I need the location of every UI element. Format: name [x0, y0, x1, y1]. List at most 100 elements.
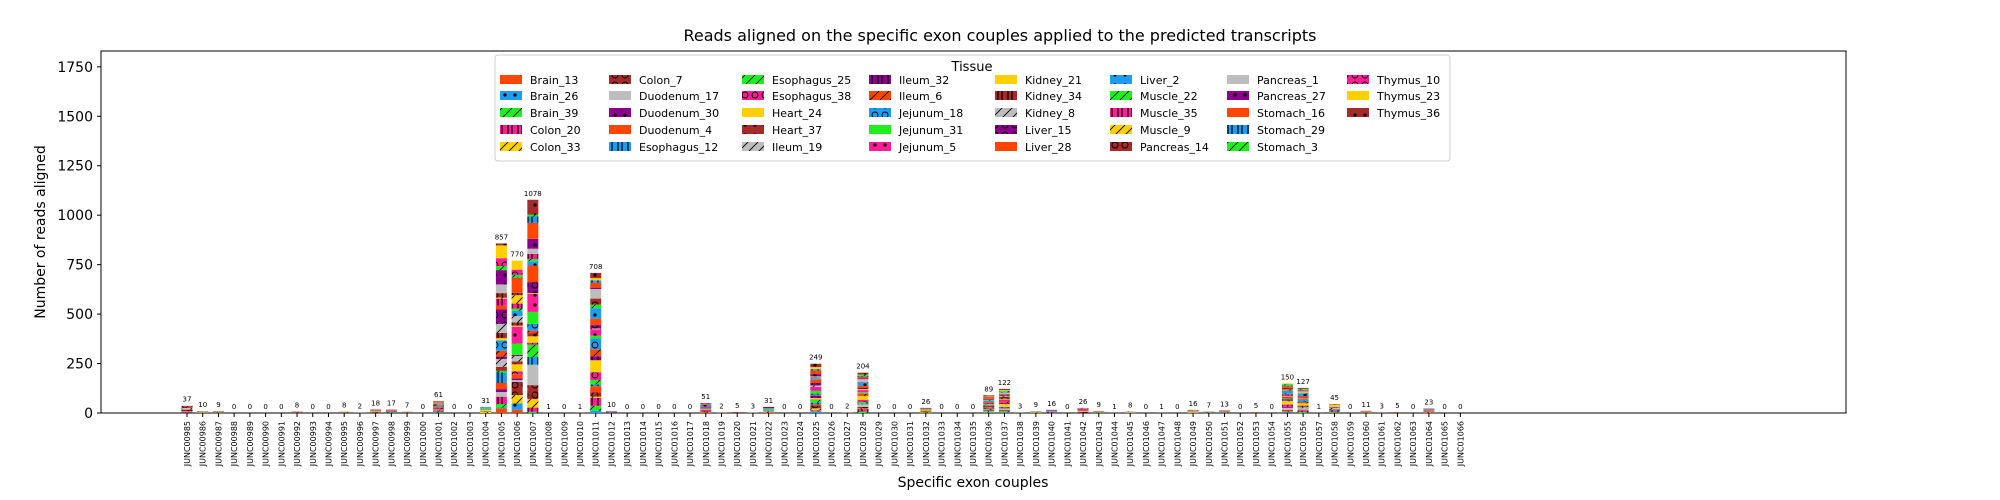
- bar-total-label: 0: [939, 403, 943, 411]
- x-tick-label: JUNC01020: [733, 421, 742, 467]
- bar-segment: [1281, 394, 1293, 396]
- bar-total-label: 122: [998, 379, 1011, 387]
- legend-swatch: [995, 91, 1017, 100]
- x-tick-label: JUNC01065: [1441, 421, 1450, 467]
- bar-total-label: 31: [481, 397, 490, 405]
- bar-total-label: 0: [892, 403, 896, 411]
- bar-segment: [480, 411, 492, 412]
- legend-entry: Colon_33: [530, 141, 581, 154]
- bar-segment: [998, 406, 1010, 408]
- bar-segment: [857, 379, 869, 383]
- bar-segment: [810, 382, 822, 386]
- bar-total-label: 127: [1296, 378, 1309, 386]
- bar-segment: [433, 403, 445, 405]
- bar-segment: [527, 199, 539, 215]
- y-axis-label: Number of reads aligned: [33, 145, 49, 319]
- bar-segment: [1297, 409, 1309, 411]
- bar-segment: [590, 278, 602, 281]
- bar-segment: [1423, 411, 1435, 412]
- bar-segment: [181, 412, 193, 413]
- bar-segment: [495, 297, 507, 299]
- bar-segment: [810, 374, 822, 377]
- legend-entry: Kidney_8: [1025, 107, 1075, 120]
- bar-total-label: 89: [984, 385, 993, 393]
- bar-segment: [998, 399, 1010, 402]
- bar-total-label: 2: [358, 403, 362, 411]
- bar-total-label: 204: [856, 363, 870, 371]
- legend-entry: Thymus_36: [1376, 107, 1440, 120]
- x-tick-label: JUNC01013: [623, 421, 632, 467]
- bar-segment: [998, 390, 1010, 391]
- bar-segment: [763, 407, 775, 409]
- bar-segment: [857, 387, 869, 390]
- bar-segment: [810, 411, 822, 413]
- bar-segment: [1297, 405, 1309, 408]
- bar-segment: [857, 402, 869, 404]
- bar-segment: [527, 411, 539, 413]
- legend-entry: Stomach_16: [1257, 107, 1325, 120]
- bar-total-label: 857: [495, 233, 508, 241]
- bar-segment: [810, 386, 822, 391]
- bar-total-label: 13: [1220, 400, 1229, 408]
- bar-segment: [983, 398, 995, 399]
- bar-total-label: 51: [701, 393, 710, 401]
- bar-total-label: 1: [1317, 403, 1321, 411]
- bar-total-label: 11: [1362, 401, 1371, 409]
- bar-segment: [511, 395, 523, 404]
- bar-segment: [495, 389, 507, 393]
- bar-segment: [983, 405, 995, 407]
- x-tick-label: JUNC01011: [592, 421, 601, 467]
- bar-total-label: 150: [1281, 373, 1294, 381]
- legend-box: [494, 54, 1451, 162]
- bar-segment: [590, 360, 602, 373]
- legend-entry: Jejunum_31: [898, 124, 963, 137]
- bar-segment: [810, 408, 822, 411]
- bar-segment: [1281, 383, 1293, 385]
- bar-segment: [527, 357, 539, 365]
- bar-segment: [920, 411, 932, 413]
- x-tick-label: JUNC01015: [655, 421, 664, 467]
- legend-entry: Ileum_32: [899, 74, 949, 87]
- bar-segment: [1281, 404, 1293, 407]
- bar-total-label: 0: [279, 403, 283, 411]
- bar-segment: [527, 344, 539, 358]
- bar-segment: [1281, 398, 1293, 400]
- x-tick-label: JUNC01017: [686, 421, 695, 467]
- bar-total-label: 0: [782, 403, 786, 411]
- legend-entry: Duodenum_17: [639, 90, 719, 103]
- x-tick-label: JUNC00998: [387, 421, 396, 467]
- bar-total-label: 0: [955, 403, 959, 411]
- bar-segment: [1297, 401, 1309, 404]
- legend-swatch: [609, 142, 631, 151]
- bar-segment: [810, 367, 822, 370]
- bar-segment: [810, 378, 822, 380]
- bar-segment: [495, 370, 507, 373]
- legend-swatch: [500, 142, 522, 151]
- bar-segment: [857, 406, 869, 409]
- bar-segment: [590, 272, 602, 279]
- bar-segment: [1281, 400, 1293, 402]
- bar-segment: [857, 372, 869, 375]
- bar-segment: [590, 349, 602, 357]
- legend-swatch: [995, 75, 1017, 84]
- bar-total-label: 1: [578, 403, 582, 411]
- bar-segment: [590, 289, 602, 299]
- bar-segment: [1297, 410, 1309, 413]
- bar-total-label: 5: [735, 402, 739, 410]
- legend-entry: Heart_24: [772, 107, 822, 120]
- bar-total-label: 0: [1269, 403, 1273, 411]
- bar-total-label: 8: [295, 401, 299, 409]
- x-tick-label: JUNC01031: [906, 421, 915, 467]
- bar-segment: [983, 404, 995, 406]
- bar-segment: [590, 318, 602, 326]
- bar-segment: [590, 386, 602, 393]
- bar-segment: [857, 396, 869, 400]
- bar-total-label: 708: [589, 263, 602, 271]
- bar-total-label: 37: [183, 396, 192, 404]
- legend-entry: Muscle_35: [1140, 107, 1198, 120]
- x-tick-label: JUNC00987: [214, 421, 223, 467]
- x-tick-label: JUNC01003: [466, 421, 475, 467]
- bar-segment: [1281, 412, 1293, 413]
- bar-total-label: 0: [688, 403, 692, 411]
- legend-entry: Thymus_10: [1376, 74, 1440, 87]
